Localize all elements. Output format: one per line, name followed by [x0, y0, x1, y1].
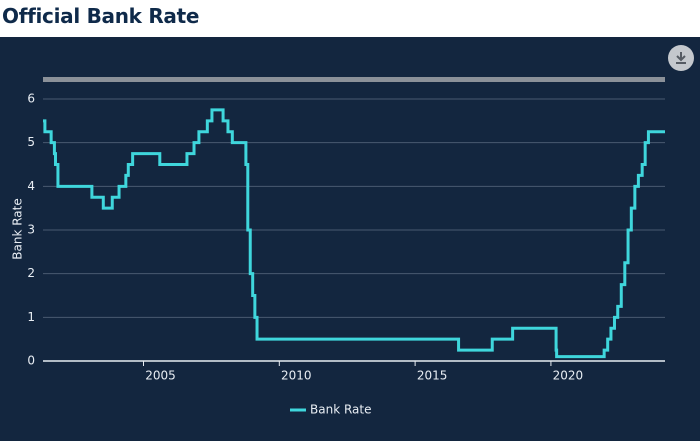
y-tick-label: 5: [27, 135, 35, 149]
y-tick-label: 2: [27, 266, 35, 280]
y-tick-label: 0: [27, 354, 35, 368]
y-tick-label: 6: [27, 92, 35, 106]
x-tick-label: 2010: [281, 369, 312, 383]
chart-background: [0, 37, 700, 441]
y-axis-title: Bank Rate: [11, 198, 25, 259]
chart-title: Official Bank Rate: [2, 4, 200, 28]
download-icon[interactable]: [676, 52, 686, 64]
data-line: [43, 108, 665, 359]
y-tick-label: 4: [27, 179, 35, 193]
range-bar: [43, 77, 665, 82]
download-button[interactable]: [668, 45, 694, 71]
x-tick-label: 2005: [145, 369, 176, 383]
legend-label: Bank Rate: [310, 403, 371, 417]
x-tick-label: 2020: [553, 369, 584, 383]
y-tick-label: 1: [27, 310, 35, 324]
chart: Bank Rate 0 1 2 3 4 5 6 2005 2010 2015 2020 Bank Ra…: [0, 37, 700, 441]
y-tick-label: 3: [27, 223, 35, 237]
x-tick-label: 2015: [417, 369, 448, 383]
